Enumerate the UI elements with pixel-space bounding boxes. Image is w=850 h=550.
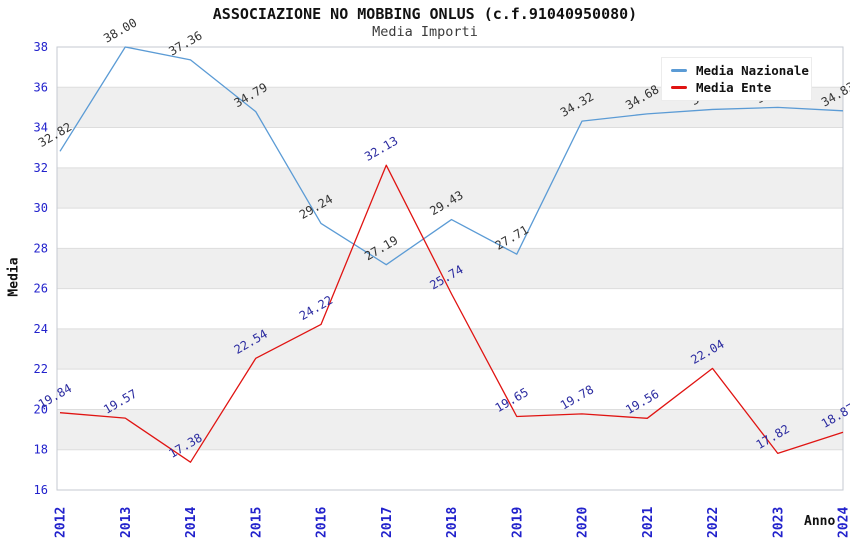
x-tick-label: 2020 (576, 507, 591, 538)
band (57, 248, 843, 289)
x-axis-title: Anno (804, 514, 836, 529)
point-label: 19.84 (36, 381, 74, 411)
x-tick-label: 2015 (249, 507, 264, 538)
y-tick-label: 26 (34, 282, 48, 296)
series-line-media-ente (59, 164, 844, 463)
media-nazionale-swatch-icon (671, 68, 687, 72)
y-tick-label: 24 (34, 322, 48, 336)
y-tick-labels: 16 18 20 22 24 26 28 30 32 34 36 38 (34, 40, 48, 497)
legend-label: Media Nazionale (696, 62, 809, 78)
series-line-media-nazionale (59, 46, 844, 266)
plot-bands (57, 87, 843, 450)
y-tick-label: 36 (34, 80, 48, 94)
x-tick-labels: 2012 2013 2014 2015 2016 2017 2018 2019 2020 2021… (54, 507, 850, 538)
x-tick-label: 2022 (706, 507, 721, 538)
legend-item-media-nazionale: Media Nazionale (671, 63, 809, 78)
x-tick-label: 2017 (380, 507, 395, 538)
y-axis-title: Media (6, 257, 22, 297)
point-label: 19.78 (558, 382, 596, 412)
y-tick-label: 32 (34, 161, 48, 175)
x-tick-label: 2024 (837, 507, 850, 538)
media-ente-swatch-icon (671, 86, 687, 90)
chart-subtitle: Media Importi (372, 24, 478, 40)
point-label: 24.22 (297, 293, 335, 323)
legend-item-media-ente: Media Ente (671, 80, 802, 95)
band (57, 328, 843, 370)
x-tick-label: 2013 (119, 507, 134, 538)
series-lines (59, 46, 844, 463)
y-tick-label: 28 (34, 241, 48, 255)
x-tick-label: 2012 (54, 507, 69, 538)
y-tick-label: 22 (34, 362, 48, 376)
x-tick-label: 2016 (315, 507, 330, 538)
x-tick-label: 2018 (445, 507, 460, 538)
x-tick-label: 2019 (510, 507, 525, 538)
y-tick-label: 38 (34, 40, 48, 54)
point-label: 32.13 (362, 134, 400, 164)
x-tick-label: 2021 (641, 507, 656, 538)
y-tick-label: 16 (34, 483, 48, 497)
band (57, 409, 843, 450)
x-tick-label: 2023 (771, 507, 786, 538)
y-tick-label: 18 (34, 443, 48, 457)
y-tick-label: 34 (34, 121, 48, 135)
x-tick-label: 2014 (184, 507, 199, 538)
legend-label: Media Ente (696, 80, 772, 96)
legend: Media Nazionale Media Ente (661, 57, 812, 101)
y-tick-label: 30 (34, 201, 48, 215)
chart-title: ASSOCIAZIONE NO MOBBING ONLUS (c.f.91040… (212, 5, 638, 23)
band (57, 167, 843, 209)
plot-border (56, 46, 844, 491)
y-tick-label: 20 (34, 402, 48, 416)
